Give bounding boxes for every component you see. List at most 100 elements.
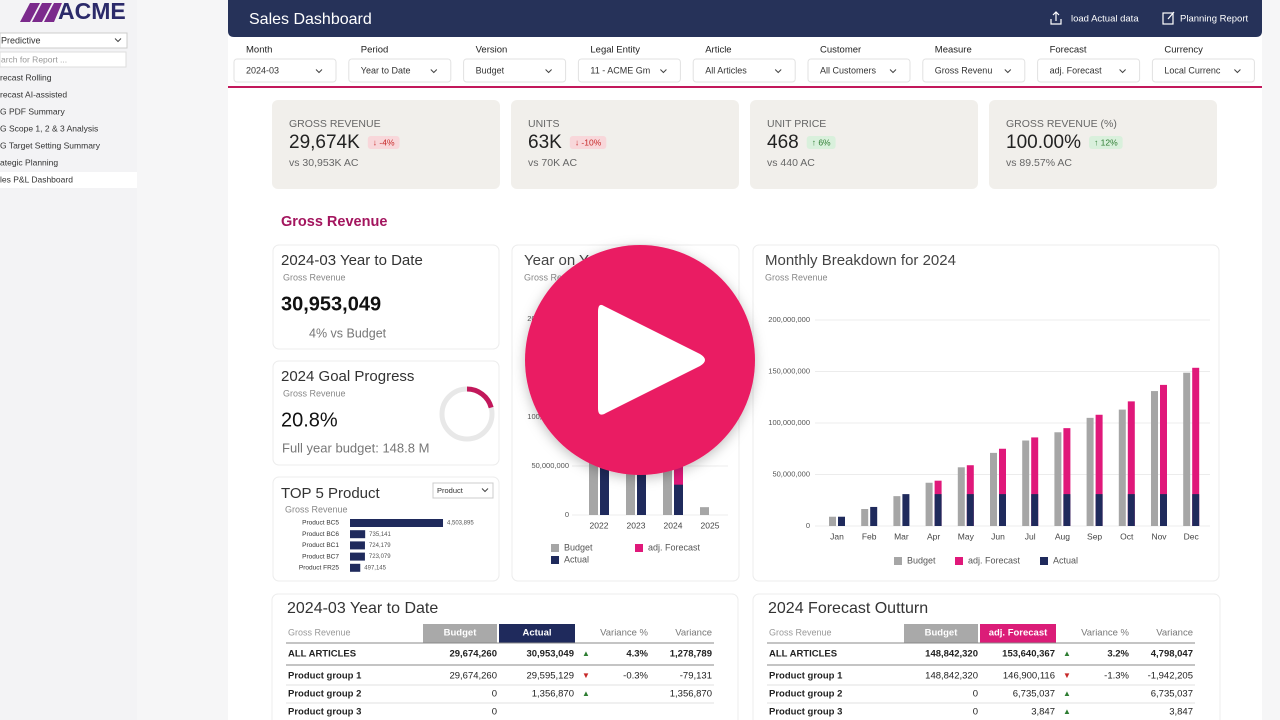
trend-arrow: ▲ [1063,707,1071,716]
kpi-compare: vs 440 AC [767,157,815,169]
filter-select[interactable] [1151,58,1255,83]
x-tick-label: Nov [1151,531,1167,541]
chevron [481,488,489,493]
filter-select[interactable] [807,58,911,83]
kpi-delta-badge [569,136,607,149]
sidebar-item[interactable]: G Target Setting Summary [0,140,101,150]
row-label: Product group 3 [769,707,842,718]
card [272,360,500,466]
report-type-select[interactable] [0,32,128,49]
column-header-bg [980,624,1056,643]
sidebar-item[interactable]: G PDF Summary [0,106,65,116]
bar [1063,428,1071,526]
filter-select[interactable] [348,58,452,83]
row-label: Product group 1 [288,671,362,682]
filter-label: Currency [1164,45,1203,56]
cell: -1,942,205 [1148,671,1193,682]
sidebar-item[interactable]: recast AI-assisted [0,89,67,99]
chevron [430,69,438,74]
trend-arrow: ▲ [1063,649,1071,658]
edit-icon [1162,11,1175,25]
product-select-value: Product [437,486,464,495]
card [272,476,500,582]
search-input[interactable] [0,51,127,68]
kpi-value: 100.00% [1006,132,1081,153]
kpi-label: UNIT PRICE [767,118,826,130]
y-tick-label: 150,000,000 [768,366,810,375]
filter-select[interactable] [233,58,337,83]
chevron [545,69,552,74]
play-overlay[interactable] [525,245,755,475]
filter-select[interactable] [577,58,681,83]
cell: 3.2% [1107,649,1129,660]
kpi-delta-badge [806,136,836,149]
kpi-value: 468 [767,132,799,153]
bar [1183,372,1191,526]
x-tick-label: Jan [830,531,844,541]
header-divider [228,86,1262,88]
header-action[interactable]: load Actual data [1071,14,1139,25]
cell: 1,278,789 [670,649,712,660]
row-label: Product group 3 [288,707,361,718]
header-action[interactable]: Planning Report [1180,14,1248,25]
cell: 0 [492,707,497,718]
filter-value: Gross Revenu [935,65,993,75]
logo-text: ACME [58,0,126,24]
bar [350,552,365,561]
bar [999,448,1006,526]
filter-select[interactable] [922,58,1026,83]
chevron [315,69,323,74]
sidebar-item[interactable]: ategic Planning [0,157,58,167]
column-header: Budget [925,628,959,639]
x-tick-label: Mar [894,531,909,541]
x-tick-label: Jun [991,531,1005,541]
bar [990,452,997,526]
chevron [1004,69,1012,74]
card-title: TOP 5 Product [281,485,380,502]
x-tick-label: 2022 [590,520,609,530]
trend-arrow: ▲ [582,649,590,658]
header-bar [228,0,1262,37]
trend-arrow: ▼ [582,671,590,680]
card [750,100,978,189]
legend-swatch [1040,557,1048,565]
bar-label: Product BC1 [302,542,339,549]
cell: 29,674,260 [449,671,497,682]
cell: 148,842,320 [925,671,978,682]
kpi-delta: ↑ 12% [1094,137,1118,147]
bar-value-label: 497,145 [364,565,386,571]
bar [1160,494,1167,526]
card-title: 2024-03 Year to Date [281,252,423,269]
filter-label: Forecast [1050,45,1087,56]
filter-select[interactable] [1037,58,1141,83]
card-note: Full year budget: 148.8 M [282,440,429,455]
filter-select[interactable] [463,58,567,83]
legend-label: Budget [907,555,936,565]
row-label: ALL ARTICLES [288,649,356,660]
bar-value-label: 4,503,895 [447,521,474,527]
cell: 6,735,037 [1013,689,1055,700]
filter-value: All Customers [820,65,877,75]
sidebar-item[interactable]: G Scope 1, 2 & 3 Analysis [0,123,98,133]
kpi-delta-badge [367,136,400,149]
sidebar-item[interactable]: recast Rolling [0,72,52,82]
report-type-value: Predictive [1,35,41,45]
product-select[interactable] [432,482,494,499]
y-tick-label: 200,000,000 [768,315,810,324]
sidebar-item[interactable]: les P&L Dashboard [0,174,73,184]
logo-mark [20,3,62,22]
kpi-compare: vs 30,953K AC [289,157,359,169]
kpi-delta: ↓ -4% [373,137,395,147]
cell: 30,953,049 [526,649,574,660]
bar [350,563,361,572]
filter-value: All Articles [705,65,747,75]
legend-swatch [551,556,559,564]
kpi-compare: vs 89.57% AC [1006,157,1072,169]
trend-arrow: ▲ [582,689,590,698]
bar-label: Product BC6 [302,531,339,538]
x-tick-label: 2025 [701,520,720,530]
play-icon[interactable] [598,304,705,415]
legend-label: Budget [564,542,593,552]
filter-select[interactable] [692,58,796,83]
card [271,593,739,720]
